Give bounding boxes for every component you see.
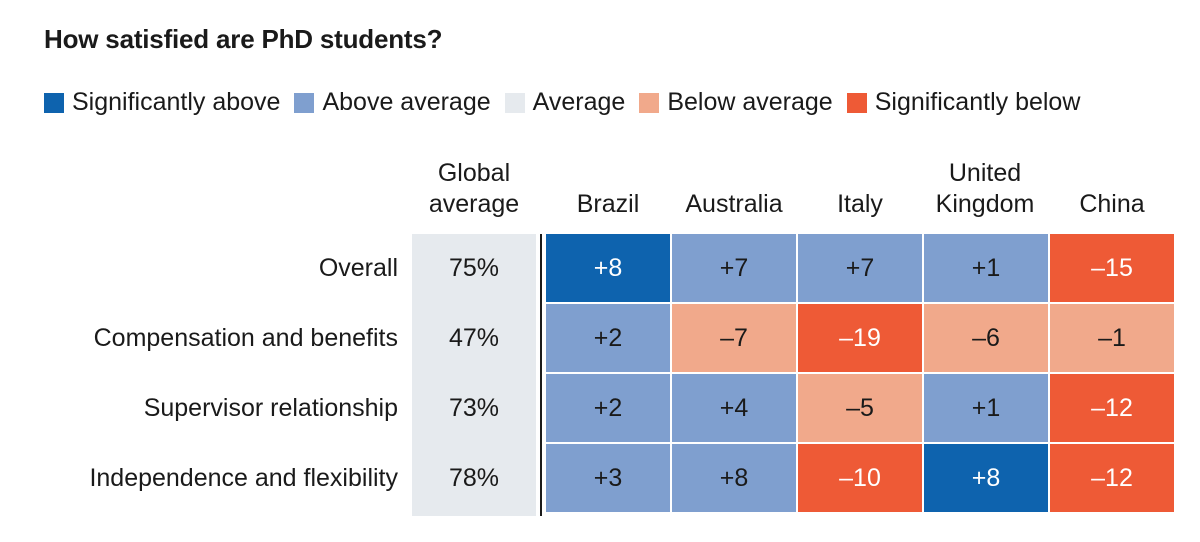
heatmap-cell: –10 bbox=[798, 444, 922, 512]
column-header-line: average bbox=[428, 190, 520, 218]
heatmap-cell: –15 bbox=[1050, 234, 1174, 302]
column-header-brazil: Brazil bbox=[546, 150, 670, 220]
heatmap-cell: +4 bbox=[672, 374, 796, 442]
heatmap-cell: +8 bbox=[546, 234, 670, 302]
heatmap-cell: +7 bbox=[798, 234, 922, 302]
legend-label: Significantly above bbox=[72, 88, 281, 116]
global-average-cell: 73% bbox=[448, 393, 500, 422]
column-header-italy: Italy bbox=[798, 150, 922, 220]
legend-item-significantly-below: Significantly below bbox=[846, 88, 1081, 117]
legend: Significantly above Above average Averag… bbox=[44, 88, 1080, 117]
column-header-line: China bbox=[1079, 190, 1145, 218]
heatmap-cell: +1 bbox=[924, 234, 1048, 302]
legend-swatch bbox=[504, 92, 525, 113]
heatmap-cell: +2 bbox=[546, 374, 670, 442]
heatmap-cell: –7 bbox=[672, 304, 796, 372]
heatmap-cell: +3 bbox=[546, 444, 670, 512]
row-label-compensation: Compensation and benefits bbox=[93, 323, 398, 352]
row-label-independence: Independence and flexibility bbox=[89, 463, 398, 492]
heatmap-cell: +1 bbox=[924, 374, 1048, 442]
legend-swatch bbox=[294, 92, 315, 113]
global-average-cell: 47% bbox=[448, 323, 500, 352]
legend-label: Significantly below bbox=[874, 88, 1081, 116]
column-header-line: Brazil bbox=[576, 190, 640, 218]
heatmap-cell: –12 bbox=[1050, 374, 1174, 442]
legend-swatch bbox=[44, 92, 64, 113]
global-average-column bbox=[412, 234, 536, 516]
heatmap-cell: –5 bbox=[798, 374, 922, 442]
heatmap-cell: –12 bbox=[1050, 444, 1174, 512]
row-label-overall: Overall bbox=[318, 253, 398, 282]
legend-swatch bbox=[846, 92, 867, 113]
heatmap-cell: +8 bbox=[924, 444, 1048, 512]
legend-label: Average bbox=[532, 88, 626, 116]
legend-item-average: Average bbox=[504, 88, 626, 117]
legend-item-above-average: Above average bbox=[294, 88, 491, 117]
column-header-australia: Australia bbox=[672, 150, 796, 220]
chart-title: How satisfied are PhD students? bbox=[44, 24, 443, 54]
heatmap-cell: +8 bbox=[672, 444, 796, 512]
row-label-supervisor: Supervisor relationship bbox=[143, 393, 398, 422]
heatmap-cell: –6 bbox=[924, 304, 1048, 372]
column-header-china: China bbox=[1050, 150, 1174, 220]
heatmap-cell: +2 bbox=[546, 304, 670, 372]
legend-item-significantly-above: Significantly above bbox=[44, 88, 280, 117]
heatmap-cell: –1 bbox=[1050, 304, 1174, 372]
legend-label: Above average bbox=[322, 88, 491, 116]
column-header-line: Global bbox=[437, 159, 511, 187]
divider-line bbox=[540, 234, 542, 516]
column-header-line: Australia bbox=[685, 190, 783, 218]
column-header-line: United bbox=[948, 159, 1022, 187]
heatmap-cell: –19 bbox=[798, 304, 922, 372]
column-header-line: Kingdom bbox=[935, 190, 1035, 218]
legend-swatch bbox=[639, 92, 660, 113]
global-average-cell: 78% bbox=[448, 463, 500, 492]
column-header-line: Italy bbox=[837, 190, 883, 218]
heatmap-cell: +7 bbox=[672, 234, 796, 302]
legend-label: Below average bbox=[667, 88, 833, 116]
global-average-cell: 75% bbox=[448, 253, 500, 282]
column-header-united-kingdom: United Kingdom bbox=[920, 150, 1050, 220]
legend-item-below-average: Below average bbox=[639, 88, 833, 117]
column-header-global-average: Global average bbox=[412, 150, 536, 220]
